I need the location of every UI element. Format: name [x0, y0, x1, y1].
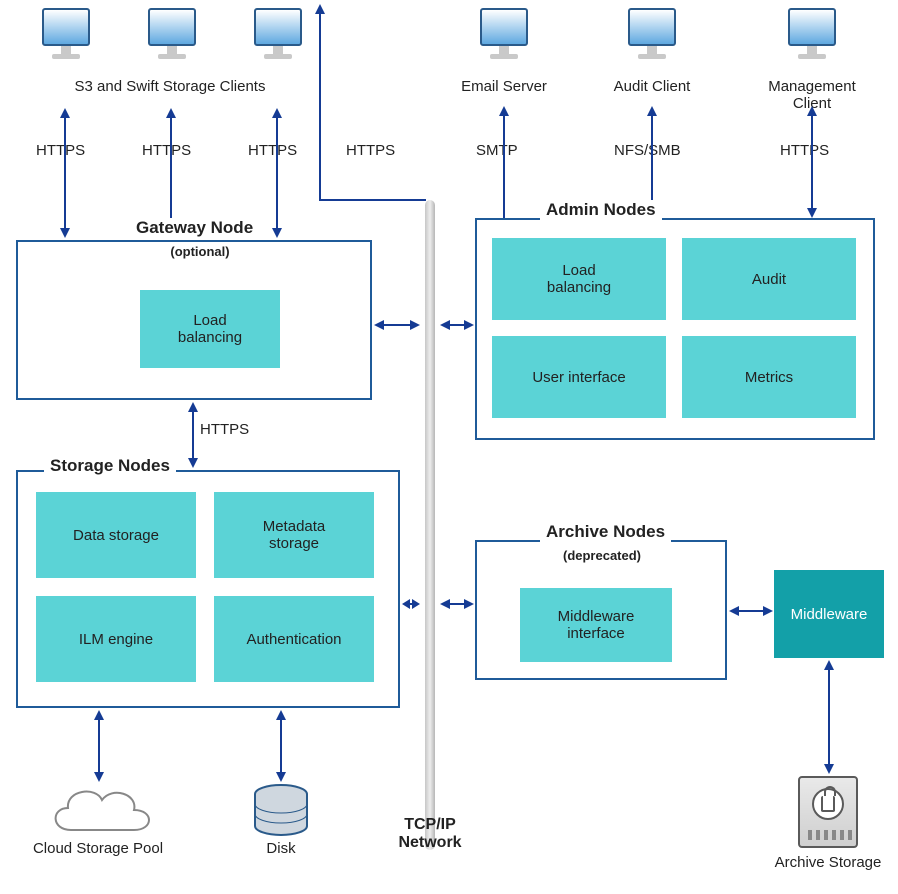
double-arrow-h-icon: [402, 597, 420, 611]
storage-data-tile: Data storage: [36, 492, 196, 578]
archive-nodes-title: Archive Nodes: [540, 522, 671, 542]
email-server-label: Email Server: [440, 78, 568, 95]
double-arrow-v-icon: [186, 402, 200, 468]
gateway-node-title: Gateway Node: [130, 218, 259, 238]
double-arrow-v-icon: [274, 710, 288, 782]
storage-ilm-tile: ILM engine: [36, 596, 196, 682]
protocol-label: HTTPS: [346, 142, 402, 159]
gateway-node-subtitle: (optional): [150, 244, 250, 259]
archive-nodes-subtitle: (deprecated): [552, 548, 652, 563]
double-arrow-v-icon: [58, 108, 72, 238]
audit-client-label: Audit Client: [588, 78, 716, 95]
mgmt-client-icon: [780, 8, 844, 68]
client-computer-icon: [246, 8, 310, 68]
storage-metadata-tile: Metadata storage: [214, 492, 374, 578]
admin-metrics-tile: Metrics: [682, 336, 856, 418]
cloud-storage-label: Cloud Storage Pool: [8, 840, 188, 857]
bus-label: TCP/IP Network: [380, 816, 480, 852]
clients-group-label: S3 and Swift Storage Clients: [20, 78, 320, 95]
double-arrow-v-icon: [92, 710, 106, 782]
double-arrow-v-icon: [805, 106, 819, 218]
double-arrow-h-icon: [729, 604, 773, 618]
archive-middleware-iface-tile: Middleware interface: [520, 588, 672, 662]
client-computer-icon: [140, 8, 204, 68]
cloud-icon: [46, 780, 156, 838]
disk-icon: [252, 784, 310, 836]
double-arrow-h-icon: [440, 597, 474, 611]
archive-storage-icon: [798, 776, 858, 848]
storage-nodes-title: Storage Nodes: [44, 456, 176, 476]
arrow-up-icon: [497, 106, 511, 218]
protocol-label: HTTPS: [200, 421, 256, 438]
network-diagram: TCP/IP Network S3 and Swift Storage Clie…: [0, 0, 898, 894]
double-arrow-v-icon: [270, 108, 284, 238]
admin-ui-tile: User interface: [492, 336, 666, 418]
archive-storage-label: Archive Storage: [760, 854, 896, 871]
admin-load-balancing-tile: Load balancing: [492, 238, 666, 320]
disk-label: Disk: [236, 840, 326, 857]
double-arrow-h-icon: [374, 318, 420, 332]
storage-auth-tile: Authentication: [214, 596, 374, 682]
double-arrow-h-icon: [440, 318, 474, 332]
middleware-tile: Middleware: [774, 570, 884, 658]
gateway-load-balancing-tile: Load balancing: [140, 290, 280, 368]
double-arrow-v-icon: [822, 660, 836, 774]
admin-audit-tile: Audit: [682, 238, 856, 320]
audit-client-icon: [620, 8, 684, 68]
admin-nodes-title: Admin Nodes: [540, 200, 662, 220]
client-computer-icon: [34, 8, 98, 68]
email-server-icon: [472, 8, 536, 68]
